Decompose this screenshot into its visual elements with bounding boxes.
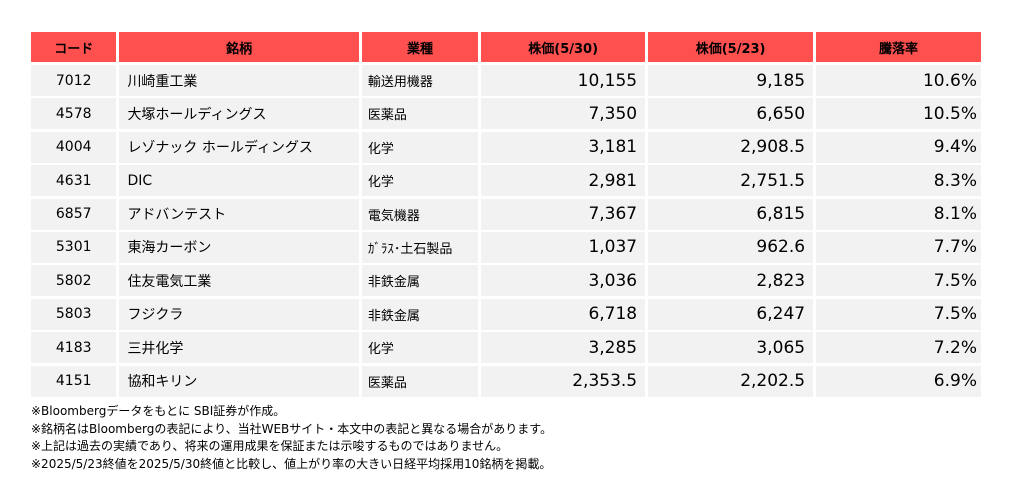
cell-sector: 化学 [361,131,479,163]
cell-price-530: 7,367 [481,198,646,230]
cell-name: 三井化学 [119,332,359,364]
cell-price-523: 9,185 [648,65,814,96]
cell-price-523: 2,823 [648,265,814,297]
cell-price-523: 2,908.5 [648,131,814,163]
cell-name: DIC [119,165,359,197]
table-body: 7012 川崎重工業 輸送用機器 10,155 9,185 10.6% 4578 大塚ホールデ… [31,65,981,397]
cell-price-530: 6,718 [481,298,646,330]
cell-price-523: 962.6 [648,231,814,263]
cell-price-530: 3,181 [481,131,646,163]
cell-change: 8.1% [816,198,981,230]
table-row: 5301 東海カーボン ｶﾞﾗｽ･土石製品 1,037 962.6 7.7% [31,231,981,263]
table-row: 6857 アドバンテスト 電気機器 7,367 6,815 8.1% [31,198,981,230]
cell-change: 10.5% [816,98,981,130]
cell-code: 5802 [31,265,117,297]
cell-change: 8.3% [816,165,981,197]
table-header-row: コード 銘柄 業種 株価(5/30) 株価(5/23) 騰落率 [31,32,981,62]
cell-change: 7.5% [816,265,981,297]
cell-price-530: 7,350 [481,98,646,130]
table-row: 4151 協和キリン 医薬品 2,353.5 2,202.5 6.9% [31,365,981,397]
cell-change: 9.4% [816,131,981,163]
cell-price-530: 10,155 [481,65,646,96]
table-row: 4183 三井化学 化学 3,285 3,065 7.2% [31,332,981,364]
table-row: 5803 フジクラ 非鉄金属 6,718 6,247 7.5% [31,298,981,330]
header-code: コード [31,32,117,62]
cell-name: 東海カーボン [119,231,359,263]
cell-name: 協和キリン [119,365,359,397]
cell-name: 住友電気工業 [119,265,359,297]
table-row: 5802 住友電気工業 非鉄金属 3,036 2,823 7.5% [31,265,981,297]
cell-sector: 化学 [361,165,479,197]
cell-price-523: 3,065 [648,332,814,364]
cell-code: 5301 [31,231,117,263]
stock-ranking-table: コード 銘柄 業種 株価(5/30) 株価(5/23) 騰落率 7012 川崎重工… [31,32,981,399]
cell-sector: 医薬品 [361,98,479,130]
cell-code: 7012 [31,65,117,96]
cell-name: レゾナック ホールディングス [119,131,359,163]
table-row: 4578 大塚ホールディングス 医薬品 7,350 6,650 10.5% [31,98,981,130]
cell-code: 5803 [31,298,117,330]
cell-change: 6.9% [816,365,981,397]
cell-price-523: 6,247 [648,298,814,330]
cell-code: 4631 [31,165,117,197]
cell-price-523: 2,202.5 [648,365,814,397]
cell-name: 大塚ホールディングス [119,98,359,130]
cell-name: フジクラ [119,298,359,330]
header-change: 騰落率 [816,32,981,62]
cell-change: 7.2% [816,332,981,364]
cell-change: 10.6% [816,65,981,96]
cell-name: アドバンテスト [119,198,359,230]
cell-sector: ｶﾞﾗｽ･土石製品 [361,231,479,263]
cell-price-530: 3,285 [481,332,646,364]
cell-sector: 非鉄金属 [361,265,479,297]
footnote: ※Bloombergデータをもとに SBI証券が作成。 [31,404,286,418]
cell-price-523: 6,650 [648,98,814,130]
cell-code: 6857 [31,198,117,230]
header-name: 銘柄 [119,32,359,62]
cell-change: 7.7% [816,231,981,263]
cell-sector: 電気機器 [361,198,479,230]
cell-code: 4151 [31,365,117,397]
cell-code: 4004 [31,131,117,163]
footnote: ※2025/5/23終値を2025/5/30終値と比較し、値上がり率の大きい日経… [31,456,552,471]
cell-price-523: 2,751.5 [648,165,814,197]
cell-name: 川崎重工業 [119,65,359,96]
footnote: ※銘柄名はBloombergの表記により、当社WEBサイト・本文中の表記と異なる… [31,421,553,436]
header-price-530: 株価(5/30) [481,32,646,62]
cell-sector: 化学 [361,332,479,364]
header-price-523: 株価(5/23) [648,32,814,62]
cell-sector: 輸送用機器 [361,65,479,96]
table-row: 7012 川崎重工業 輸送用機器 10,155 9,185 10.6% [31,65,981,96]
footnote: ※上記は過去の実績であり、将来の運用成果を保証または示唆するものではありません。 [31,439,509,453]
cell-price-523: 6,815 [648,198,814,230]
footnotes: ※Bloombergデータをもとに SBI証券が作成。 ※銘柄名はBloombe… [31,403,981,473]
table-row: 4004 レゾナック ホールディングス 化学 3,181 2,908.5 9.4% [31,131,981,163]
cell-code: 4183 [31,332,117,364]
header-sector: 業種 [361,32,479,62]
cell-price-530: 2,981 [481,165,646,197]
cell-change: 7.5% [816,298,981,330]
cell-price-530: 3,036 [481,265,646,297]
table-row: 4631 DIC 化学 2,981 2,751.5 8.3% [31,165,981,197]
cell-price-530: 2,353.5 [481,365,646,397]
cell-code: 4578 [31,98,117,130]
cell-price-530: 1,037 [481,231,646,263]
cell-sector: 医薬品 [361,365,479,397]
cell-sector: 非鉄金属 [361,298,479,330]
